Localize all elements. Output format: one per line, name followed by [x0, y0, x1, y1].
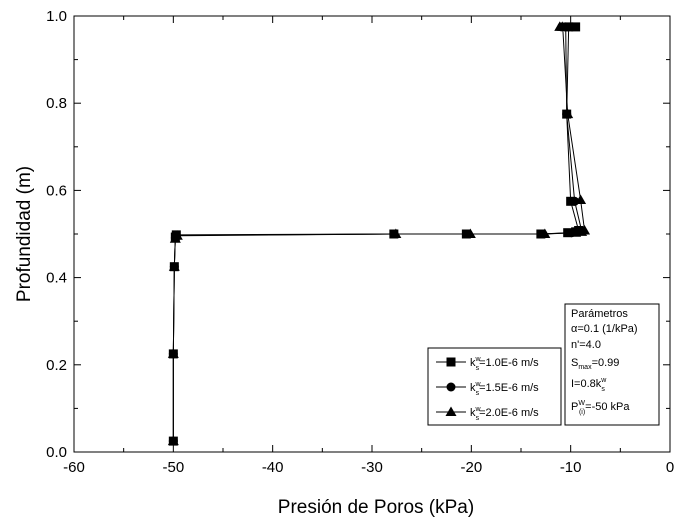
parameter-p: PW (i)=-50 kPa [571, 400, 630, 416]
y-tick-label: 0.6 [46, 182, 67, 199]
data-point-triangle [575, 194, 587, 204]
parameter-i-sub: s [601, 386, 605, 393]
legend-label-base: k [470, 382, 476, 394]
legend-marker-circle [446, 382, 456, 392]
legend: kw s=1.0E-6 m/skw s=1.5E-6 m/skw s=2.0E-6 m… [427, 347, 562, 426]
parameter-smax-value: =0.99 [592, 357, 620, 369]
parameters-box-frame [564, 303, 660, 426]
y-tick-label: 1.0 [46, 8, 67, 25]
data-point-triangle [167, 435, 179, 446]
parameter-p-value: =-50 kPa [585, 401, 630, 413]
legend-label-value: =1.5E-6 m/s [479, 382, 539, 394]
x-tick-label: -30 [361, 459, 383, 476]
legend-marker-square [446, 357, 456, 367]
parameter-i-sup: w [600, 377, 607, 384]
parameters-box: Parámetros α=0.1 (1/kPa) n'=4.0 Smax=0.9… [564, 303, 660, 426]
x-tick-label: 0 [666, 459, 674, 476]
legend-label-sup: w [475, 356, 482, 363]
legend-label-value: =2.0E-6 m/s [479, 407, 539, 419]
series-triangle [167, 21, 591, 446]
legend-label-value: =1.0E-6 m/s [479, 357, 539, 369]
parameter-alpha: α=0.1 (1/kPa) [571, 323, 638, 335]
data-point-square [571, 22, 581, 32]
data-point-triangle [390, 228, 402, 238]
data-point-triangle [554, 21, 566, 31]
x-axis-ticks: -60 -50 -40 -30 -20 -10 0 [63, 16, 674, 476]
legend-label-sup: w [475, 406, 482, 413]
y-tick-label: 0.4 [46, 270, 67, 287]
y-axis-ticks: 0.0 0.2 0.4 0.6 0.8 1.0 [46, 8, 670, 461]
y-tick-label: 0.8 [46, 95, 67, 112]
parameter-p-sub: (i) [579, 409, 585, 416]
parameter-i: I=0.8kw s [571, 377, 607, 393]
data-point-triangle [539, 228, 551, 238]
x-tick-label: -40 [262, 459, 284, 476]
legend-label-sub: s [476, 365, 480, 372]
legend-marker-triangle [445, 406, 457, 416]
data-point-triangle [579, 225, 591, 235]
data-point-triangle [171, 230, 183, 240]
data-point-triangle [167, 348, 179, 358]
x-tick-label: -50 [162, 459, 184, 476]
legend-label-sub: s [476, 390, 480, 397]
parameter-smax-sub: max [578, 364, 592, 371]
x-axis-title: Presión de Poros (kPa) [278, 497, 474, 518]
parameters-title: Parámetros [571, 308, 628, 320]
parameter-smax-base: S [571, 357, 578, 369]
series-layer [167, 21, 591, 446]
x-tick-label: -20 [460, 459, 482, 476]
y-axis-title: Profundidad (m) [14, 166, 35, 302]
data-point-triangle [464, 228, 476, 238]
data-point-triangle [562, 108, 574, 119]
y-tick-label: 0.0 [46, 444, 67, 461]
y-tick-label: 0.2 [46, 357, 67, 374]
legend-label: kw s=2.0E-6 m/s [470, 406, 539, 422]
legend-label: kw s=1.5E-6 m/s [470, 381, 539, 397]
parameter-p-sup: W [578, 400, 585, 407]
x-tick-label: -10 [560, 459, 582, 476]
legend-label-base: k [470, 407, 476, 419]
legend-label-sup: w [475, 381, 482, 388]
parameter-smax: Smax=0.99 [571, 357, 619, 371]
parameter-i-value: I=0.8k [571, 378, 602, 390]
legend-label-base: k [470, 357, 476, 369]
x-tick-label: -60 [63, 459, 85, 476]
parameter-n: n'=4.0 [571, 339, 601, 351]
parameter-p-base: P [571, 401, 578, 413]
data-point-triangle [168, 261, 180, 271]
legend-label: kw s=1.0E-6 m/s [470, 356, 539, 372]
legend-label-sub: s [476, 415, 480, 422]
